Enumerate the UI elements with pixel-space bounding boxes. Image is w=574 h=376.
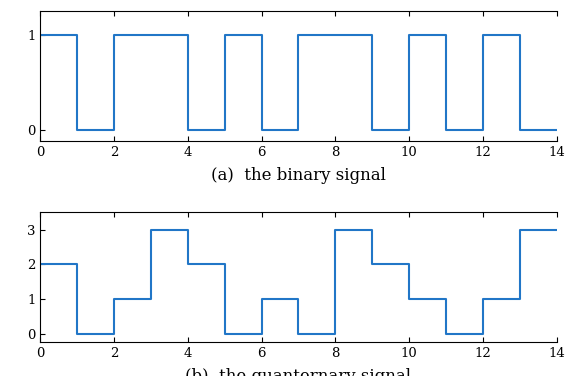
X-axis label: (b)  the quanternary signal: (b) the quanternary signal — [185, 368, 412, 376]
X-axis label: (a)  the binary signal: (a) the binary signal — [211, 167, 386, 184]
